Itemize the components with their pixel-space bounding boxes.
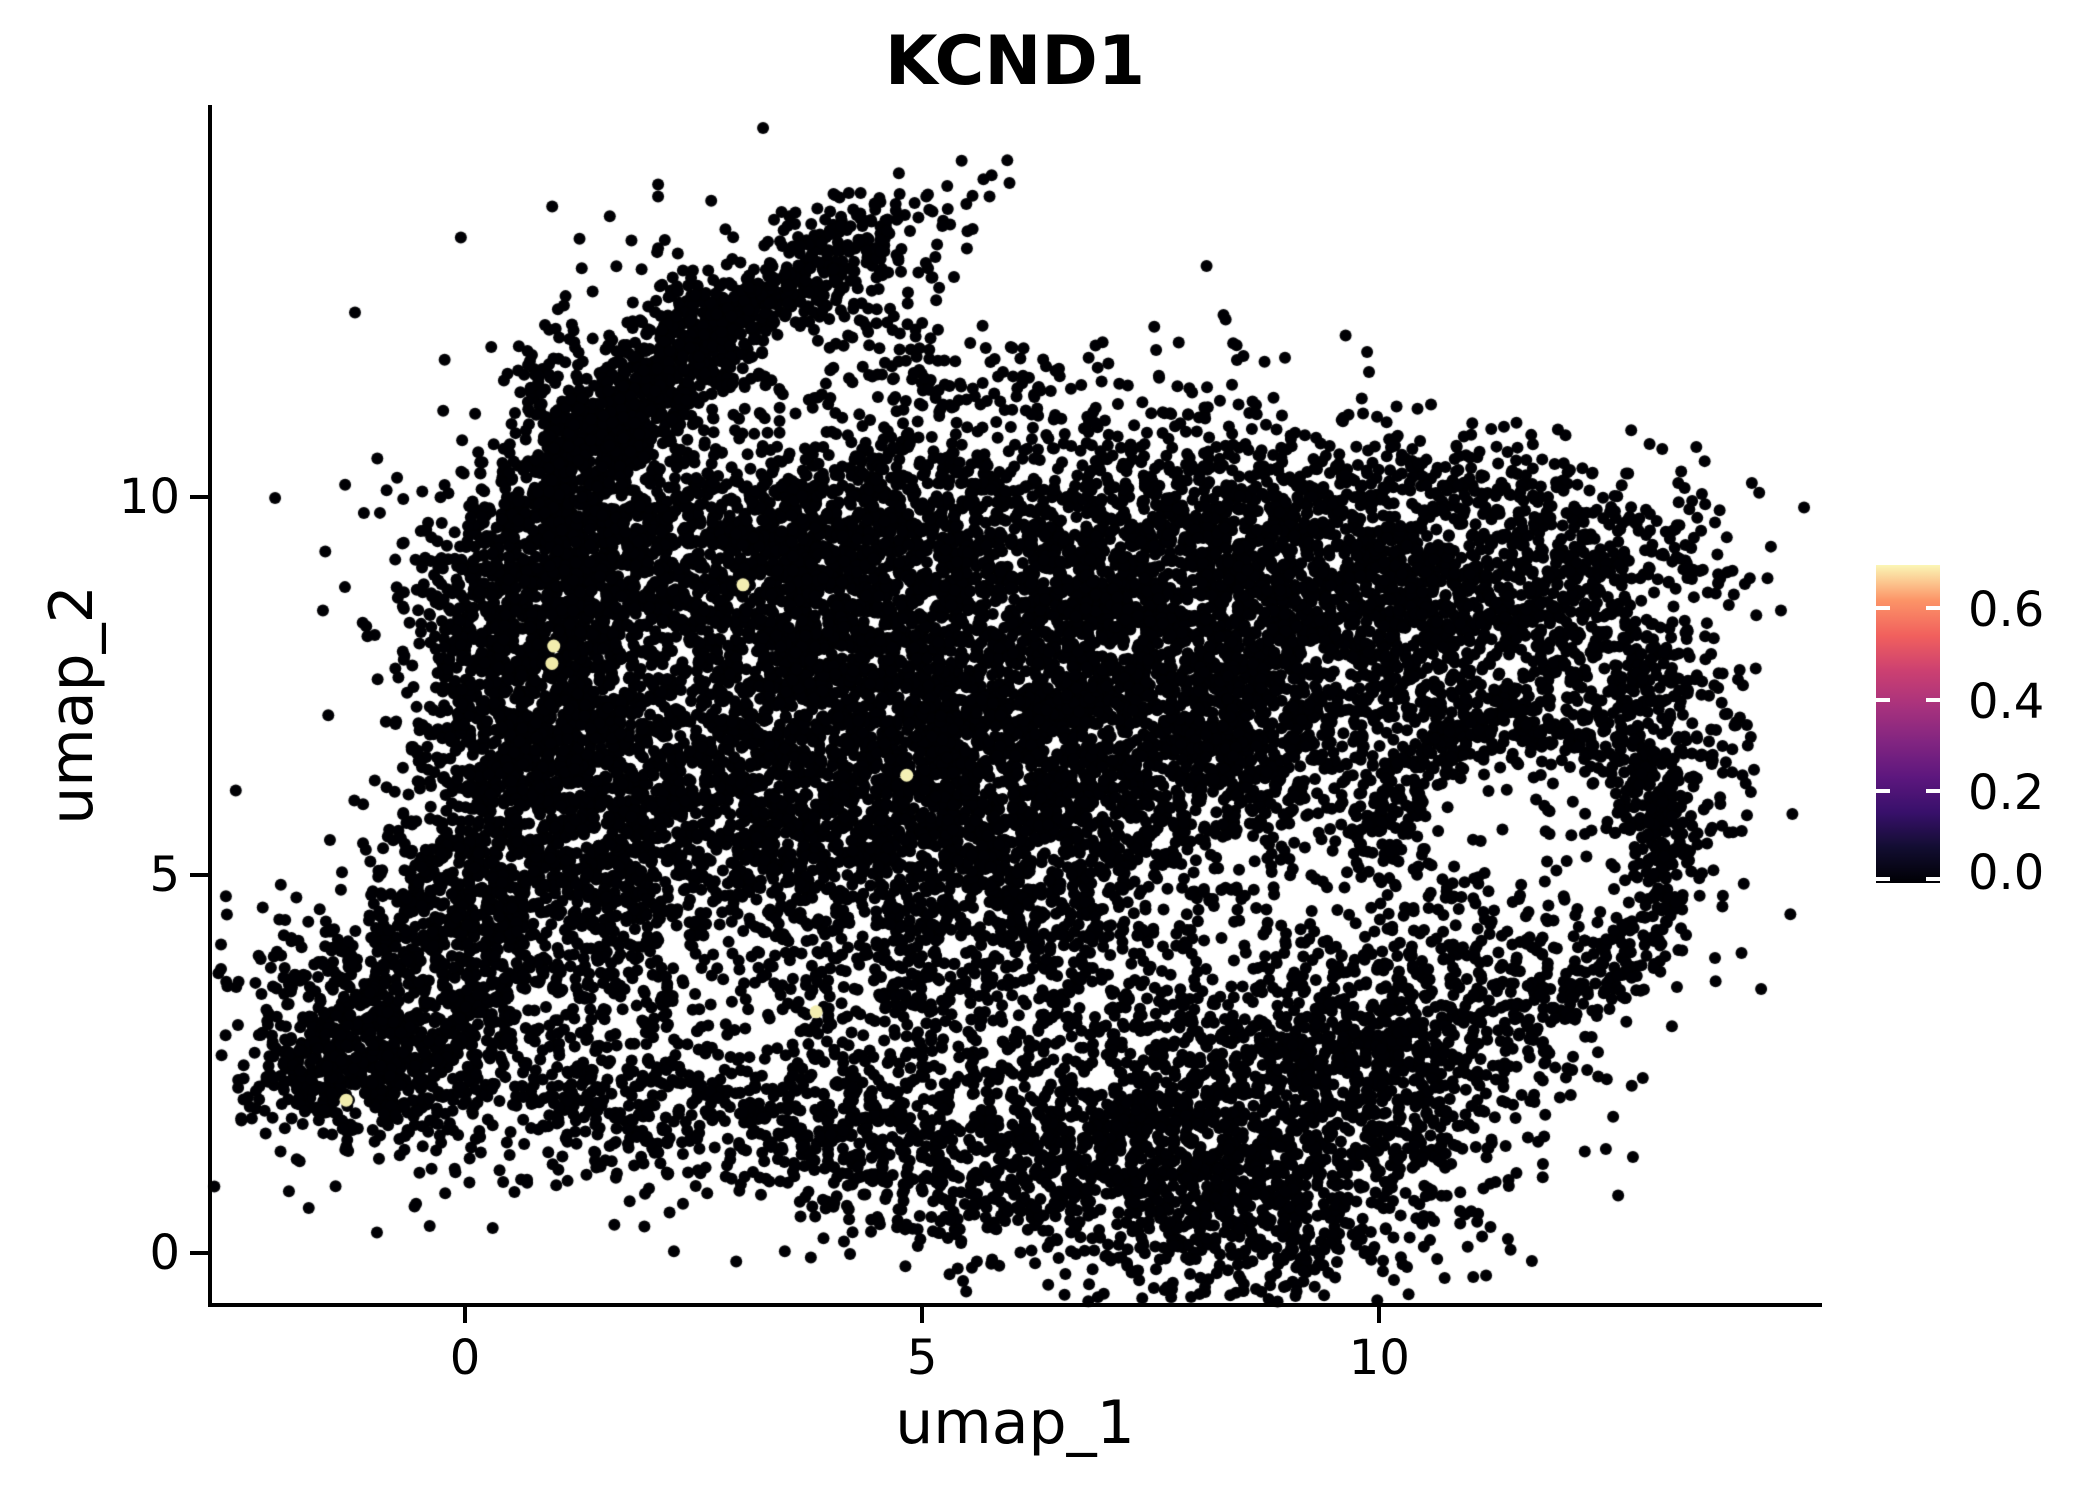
colorbar-tick-label-0.2: 0.2 — [1968, 765, 2045, 822]
tick-mark — [1926, 877, 1940, 881]
tick-mark — [1377, 1307, 1382, 1323]
y-axis-line — [208, 105, 212, 1307]
tick-mark — [1926, 789, 1940, 794]
plot-title: KCND1 — [884, 22, 1146, 101]
tick-mark — [1926, 606, 1940, 611]
x-tick-label-5: 5 — [906, 1330, 938, 1386]
tick-mark — [190, 873, 208, 878]
tick-mark — [190, 495, 208, 500]
tick-mark — [1876, 789, 1890, 794]
x-tick-label-10: 10 — [1348, 1330, 1410, 1386]
colorbar-tick-label-0.4: 0.4 — [1968, 673, 2045, 730]
colorbar-tick-label-0.6: 0.6 — [1968, 582, 2045, 639]
x-axis-line — [208, 1303, 1822, 1307]
tick-mark — [463, 1307, 468, 1323]
y-tick-label-0: 0 — [149, 1224, 180, 1281]
tick-mark — [1876, 606, 1890, 611]
x-axis-title: umap_1 — [895, 1388, 1135, 1458]
y-tick-label-5: 5 — [149, 847, 180, 904]
y-axis-title: umap_2 — [37, 585, 107, 825]
y-tick-label-10: 10 — [118, 469, 180, 526]
tick-mark — [920, 1307, 925, 1323]
tick-mark — [1876, 877, 1890, 881]
colorbar-gradient — [1876, 565, 1940, 883]
colorbar-tick-label-0.0: 0.0 — [1968, 845, 2045, 901]
tick-mark — [1876, 697, 1890, 702]
tick-mark — [1926, 697, 1940, 702]
tick-mark — [190, 1250, 208, 1255]
x-tick-label-0: 0 — [449, 1330, 481, 1386]
